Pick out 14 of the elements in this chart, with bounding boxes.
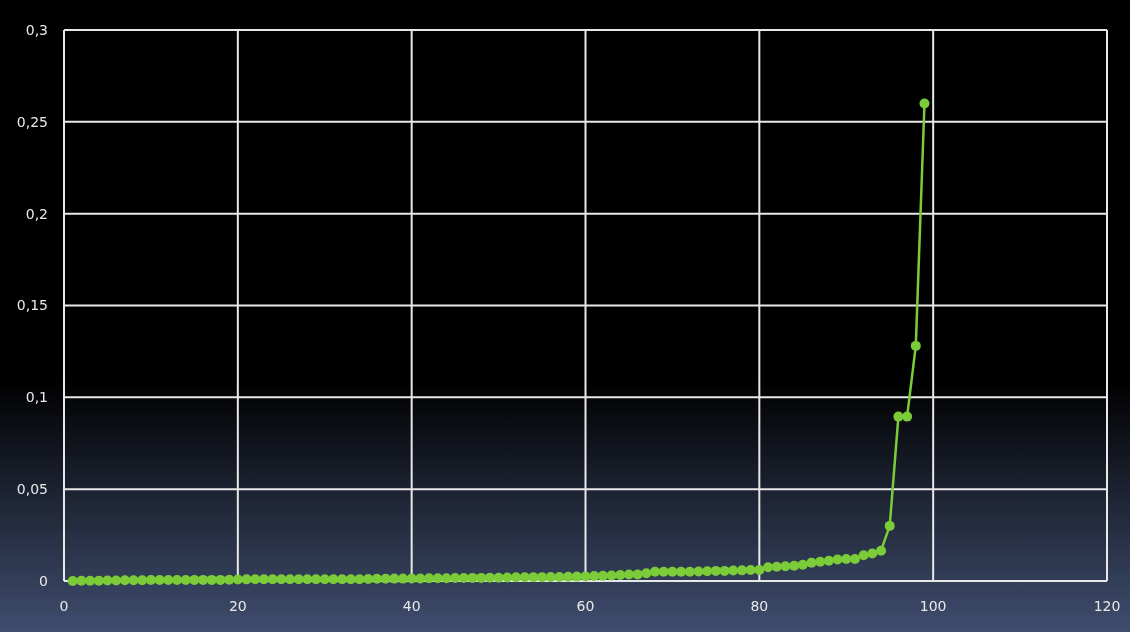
x-tick-label: 80 <box>750 598 769 614</box>
x-tick-label: 40 <box>402 598 421 614</box>
x-tick-label: 0 <box>59 598 69 614</box>
y-tick-label: 0,1 <box>25 389 48 406</box>
x-tick-label: 20 <box>228 598 247 614</box>
y-tick-label: 0 <box>39 572 48 589</box>
x-tick-label: 60 <box>576 598 595 614</box>
x-tick-label: 120 <box>1093 598 1121 614</box>
y-tick-label: 0,15 <box>16 297 48 314</box>
y-tick-label: 0,25 <box>16 113 48 130</box>
x-tick-label: 100 <box>919 598 947 614</box>
y-tick-label: 0,2 <box>25 205 48 222</box>
y-tick-label: 0,3 <box>25 21 48 38</box>
y-tick-label: 0,05 <box>16 481 48 498</box>
